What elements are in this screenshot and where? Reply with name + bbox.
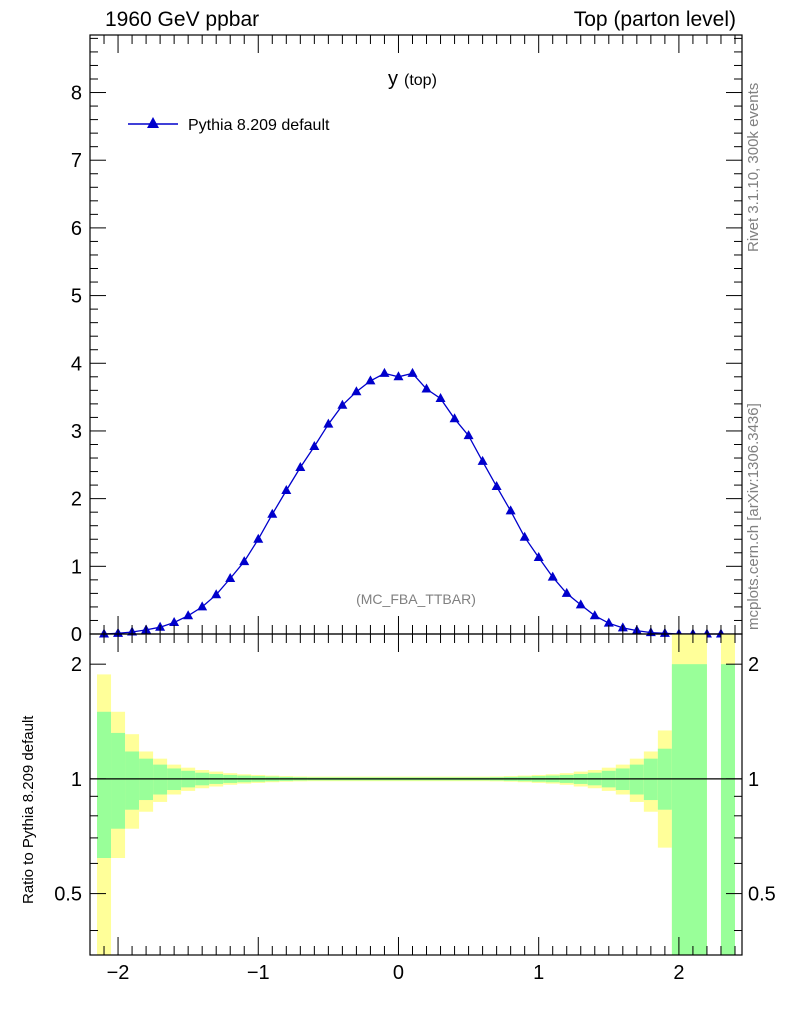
- ratio-frame: [89, 633, 743, 956]
- data-point-27: [477, 455, 488, 465]
- ratio-y-tick-label-right: 2: [748, 654, 759, 676]
- x-tick-label: −1: [247, 962, 270, 984]
- header-process: Top (parton level): [573, 8, 736, 31]
- legend: Pythia 8.209 default: [128, 117, 330, 134]
- x-tick-label: −2: [107, 962, 130, 984]
- data-point-32: [547, 571, 558, 581]
- ratio-band-inner-26: [629, 764, 644, 795]
- x-tick-label: 2: [673, 962, 684, 984]
- ratio-band-inner-29: [671, 664, 707, 955]
- data-point-35: [589, 610, 600, 620]
- chart-title-sub: (top): [404, 72, 437, 89]
- ratio-y-tick-label: 0.5: [54, 884, 82, 906]
- data-point-6: [183, 610, 194, 620]
- ratio-band-inner-1: [111, 732, 126, 829]
- data-point-17: [337, 399, 348, 409]
- data-point-23: [421, 383, 432, 393]
- main-y-tick-label: 5: [71, 286, 82, 308]
- main-y-tick-label: 4: [71, 353, 82, 375]
- ratio-y-tick-label: 1: [71, 769, 82, 791]
- data-point-22: [407, 367, 418, 377]
- ratio-band-inner-2: [125, 751, 140, 810]
- data-point-34: [575, 599, 586, 609]
- data-point-25: [449, 413, 460, 423]
- data-point-21: [393, 371, 404, 381]
- ratio-y-tick-label-right: 1: [748, 769, 759, 791]
- data-point-36: [603, 617, 614, 627]
- data-point-7: [197, 601, 208, 611]
- main-y-tick-label: 0: [71, 624, 82, 646]
- data-point-26: [463, 430, 474, 440]
- data-point-12: [267, 508, 278, 518]
- chart-title: y: [388, 68, 398, 90]
- data-point-30: [519, 531, 530, 541]
- ratio-band-inner-4: [153, 764, 168, 795]
- main-y-tick-label: 8: [71, 83, 82, 105]
- x-tick-label: 1: [533, 962, 544, 984]
- data-point-10: [239, 556, 250, 566]
- data-point-29: [505, 505, 516, 515]
- ratio-band-inner-30: [720, 664, 735, 955]
- main-y-tick-label: 3: [71, 421, 82, 443]
- data-point-31: [533, 552, 544, 562]
- main-panel: 0 1 2 3 4 5 6 7 8: [71, 34, 743, 646]
- data-point-5: [169, 616, 180, 626]
- ratio-y-tick-label: 2: [71, 654, 82, 676]
- data-point-24: [435, 392, 446, 402]
- watermark: (MC_FBA_TTBAR): [356, 591, 476, 607]
- header-energy: 1960 GeV ppbar: [105, 8, 260, 31]
- data-point-13: [281, 485, 292, 495]
- data-point-18: [351, 386, 362, 396]
- ratio-y-axis-label: Ratio to Pythia 8.209 default: [20, 715, 37, 904]
- data-point-16: [323, 418, 334, 428]
- main-y-tick-label: 7: [71, 150, 82, 172]
- data-point-28: [491, 480, 502, 490]
- data-point-20: [379, 367, 390, 377]
- main-y-tick-label: 2: [71, 489, 82, 511]
- data-point-33: [561, 587, 572, 597]
- mcplots-label: mcplots.cern.ch [arXiv:1306.3436]: [745, 403, 762, 630]
- data-point-9: [225, 572, 236, 582]
- legend-marker: [147, 117, 159, 128]
- data-point-15: [309, 441, 320, 451]
- rivet-label: Rivet 3.1.10, 300k events: [745, 82, 762, 252]
- x-tick-label: 0: [393, 962, 404, 984]
- main-y-tick-label: 1: [71, 556, 82, 578]
- legend-label: Pythia 8.209 default: [188, 117, 330, 134]
- data-point-8: [211, 589, 222, 599]
- data-point-11: [253, 533, 264, 543]
- ratio-y-tick-label-right: 0.5: [748, 884, 776, 906]
- main-y-tick-label: 6: [71, 218, 82, 240]
- data-point-19: [365, 375, 376, 385]
- ratio-panel: −2 −1 0 1 2 0.5 0.5 1 1 2 2: [54, 633, 776, 984]
- ratio-band-inner-0: [97, 711, 112, 858]
- data-point-14: [295, 461, 306, 471]
